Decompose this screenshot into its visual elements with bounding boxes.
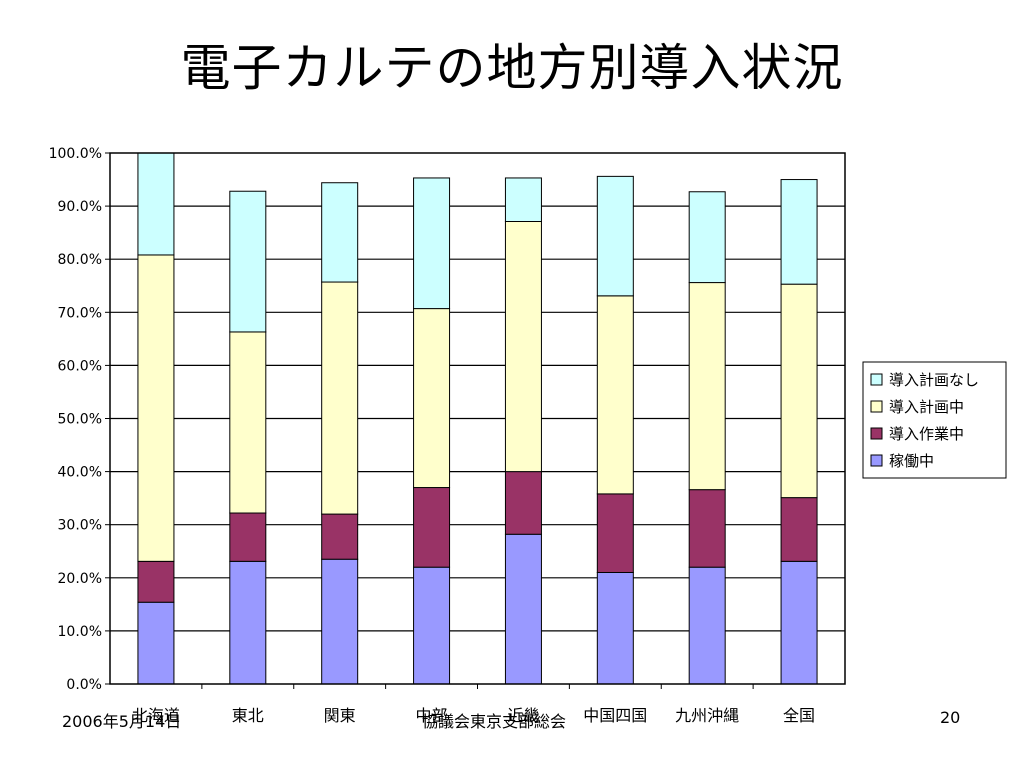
category-label: 全国 [783, 706, 815, 725]
y-tick-label: 60.0% [58, 358, 102, 374]
footer-date: 2006年5月14日 [62, 712, 182, 731]
slide-title: 電子カルテの地方別導入状況 [180, 39, 844, 97]
bar-segment [780, 283, 818, 499]
bar-segment [504, 471, 542, 535]
y-tick-label: 100.0% [49, 146, 102, 162]
bar-segment [413, 177, 451, 310]
bar-segment [321, 182, 359, 283]
y-tick-label: 40.0% [58, 465, 102, 481]
bar-segment [688, 566, 726, 685]
bar-segment [413, 487, 451, 568]
bar-segment [229, 190, 267, 333]
bar-segment [780, 179, 818, 285]
bar-segment [413, 308, 451, 489]
bar-segment [780, 560, 818, 685]
bar-segment [137, 560, 175, 603]
y-tick-label: 80.0% [58, 252, 102, 268]
bar-segment [504, 220, 542, 473]
legend-label: 稼働中 [889, 452, 934, 470]
bar-segment [780, 497, 818, 562]
page-number: 20 [940, 708, 961, 727]
y-tick-label: 70.0% [58, 305, 102, 321]
category-label: 東北 [232, 706, 264, 725]
category-label: 中部 [416, 706, 448, 725]
bar-segment [688, 282, 726, 491]
legend-label: 導入計画なし [889, 371, 979, 389]
bar-segment [413, 566, 451, 685]
bar-segment [321, 558, 359, 685]
y-tick-label: 10.0% [58, 624, 102, 640]
legend-swatch [870, 373, 883, 386]
bar-segment [596, 175, 634, 297]
bar-segment [688, 489, 726, 568]
bar-segment [321, 513, 359, 560]
bar-segment [229, 512, 267, 562]
category-label: 北海道 [132, 706, 180, 725]
bar-segment [321, 281, 359, 515]
bar-segment [137, 152, 175, 256]
grid-lines [110, 205, 845, 632]
y-tick-label: 90.0% [58, 199, 102, 215]
legend-swatch [870, 400, 883, 413]
bar-segment [504, 533, 542, 685]
category-label: 近畿 [507, 706, 539, 725]
category-label: 中国四国 [583, 706, 647, 725]
y-tick-label: 30.0% [58, 518, 102, 534]
bar-segment [504, 177, 542, 222]
bar-segment [596, 493, 634, 573]
bar-segment [596, 295, 634, 495]
bar-segment [688, 191, 726, 284]
bar-segment [137, 254, 175, 562]
y-tick-label: 20.0% [58, 571, 102, 587]
y-tick-label: 50.0% [58, 412, 102, 428]
category-label: 九州沖縄 [675, 706, 739, 725]
y-axis-ticks: 0.0% 10.0% 20.0% 30.0% 40.0% 50.0% 60.0% 70.0% 8… [49, 146, 110, 693]
y-tick-label: 0.0% [66, 677, 102, 693]
footer-organization: 協議会東京支部総会 [422, 712, 567, 731]
legend-label: 導入作業中 [889, 425, 964, 443]
legend-swatch [870, 454, 883, 467]
bar-segment [229, 331, 267, 514]
legend-swatch [870, 427, 883, 440]
bar-segment [229, 560, 267, 685]
category-label: 関東 [324, 706, 356, 725]
bar-segment [596, 571, 634, 685]
legend-label: 導入計画中 [889, 398, 964, 416]
legend-box [862, 361, 1007, 479]
bars [137, 152, 818, 685]
x-axis-categories: 北海道 東北 関東 中部 近畿 中国四国 九州沖縄 全国 [132, 684, 815, 725]
bar-segment [137, 601, 175, 685]
